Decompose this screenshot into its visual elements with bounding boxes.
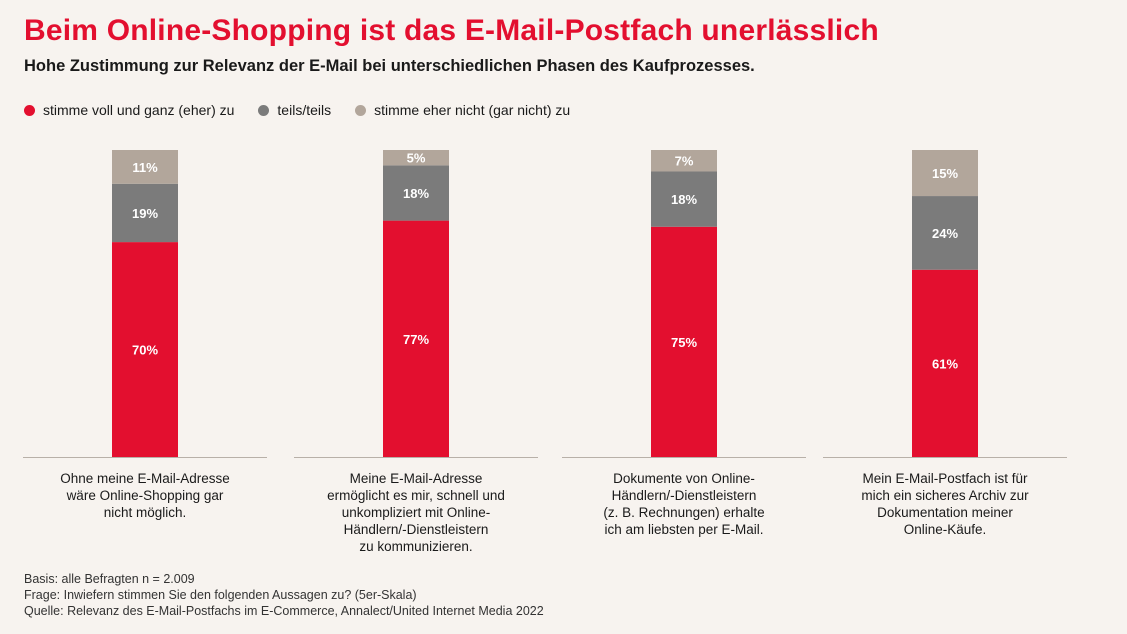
category-label-4-line-4: Online-Käufe. — [904, 522, 987, 537]
bar-segment-2-1 — [383, 220, 449, 457]
category-label-4-line-3: Dokumentation meiner — [877, 505, 1013, 520]
legend-label-neutral: teils/teils — [277, 102, 332, 118]
category-label-4-line-2: mich ein sicheres Archiv zur — [861, 488, 1029, 503]
category-label-2-line-1: Meine E-Mail-Adresse — [350, 471, 483, 486]
chart-subtitle: Hohe Zustimmung zur Relevanz der E-Mail … — [24, 57, 755, 75]
legend-label-agree: stimme voll und ganz (eher) zu — [43, 102, 235, 118]
legend-dot-disagree — [355, 104, 367, 116]
bar-segment-1-3 — [112, 150, 178, 184]
category-label-2-line-4: Händlern/-Dienstleistern — [344, 522, 489, 537]
bar-label-1-3: 11% — [132, 160, 158, 175]
legend-dot-neutral — [258, 104, 270, 116]
footer-notes: Basis: alle Befragten n = 2.009 Frage: I… — [24, 571, 544, 619]
category-label-2-line-2: ermöglicht es mir, schnell und — [327, 488, 505, 503]
bar-label-1-2: 19% — [132, 206, 158, 221]
bar-label-3-3: 7% — [675, 154, 694, 169]
category-label-1-line-2: wäre Online-Shopping gar — [66, 488, 224, 503]
category-label-3-line-3: (z. B. Rechnungen) erhalte — [603, 505, 764, 520]
bar-label-3-2: 18% — [671, 192, 697, 207]
category-label-2-line-3: unkompliziert mit Online- — [342, 505, 491, 520]
footer-basis: Basis: alle Befragten n = 2.009 — [24, 572, 195, 586]
bar-segment-4-1 — [912, 269, 978, 457]
chart-title: Beim Online-Shopping ist das E-Mail-Post… — [24, 14, 879, 47]
bar-segment-3-2 — [651, 171, 717, 227]
bar-segment-3-1 — [651, 226, 717, 457]
bar-label-4-3: 15% — [932, 166, 958, 181]
bar-segment-1-1 — [112, 242, 178, 457]
bar-label-4-1: 61% — [932, 356, 958, 371]
legend-item-agree: stimme voll und ganz (eher) zu — [24, 102, 234, 118]
bar-label-4-2: 24% — [932, 226, 958, 241]
category-label-1-line-1: Ohne meine E-Mail-Adresse — [60, 471, 230, 486]
bar-label-3-1: 75% — [671, 335, 697, 350]
bar-label-2-2: 18% — [403, 186, 429, 201]
category-label-3-line-1: Dokumente von Online- — [613, 471, 755, 486]
bar-segment-2-2 — [383, 165, 449, 221]
bar-label-1-1: 70% — [132, 343, 158, 358]
bar-segment-1-2 — [112, 183, 178, 243]
bar-label-2-1: 77% — [403, 332, 429, 347]
bar-label-2-3: 5% — [407, 151, 426, 166]
legend-item-neutral: teils/teils — [258, 102, 331, 118]
bar-segment-2-3 — [383, 150, 449, 166]
legend-dot-agree — [24, 104, 35, 116]
legend-label-disagree: stimme eher nicht (gar nicht) zu — [374, 102, 571, 118]
bar-segment-4-2 — [912, 196, 978, 270]
category-label-4-line-1: Mein E-Mail-Postfach ist für — [862, 471, 1028, 486]
legend: stimme voll und ganz (eher) zu teils/tei… — [24, 102, 594, 118]
category-label-3-line-4: ich am liebsten per E-Mail. — [604, 522, 763, 537]
bar-segment-4-3 — [912, 150, 978, 197]
footer-question: Frage: Inwiefern stimmen Sie den folgend… — [24, 588, 417, 602]
category-label-3-line-2: Händlern/-Dienstleistern — [612, 488, 757, 503]
footer-source: Quelle: Relevanz des E-Mail-Postfachs im… — [24, 604, 544, 618]
bar-segment-3-3 — [651, 150, 717, 172]
category-label-2-line-5: zu kommunizieren. — [359, 539, 472, 554]
category-label-1-line-3: nicht möglich. — [104, 505, 187, 520]
legend-item-disagree: stimme eher nicht (gar nicht) zu — [355, 102, 570, 118]
